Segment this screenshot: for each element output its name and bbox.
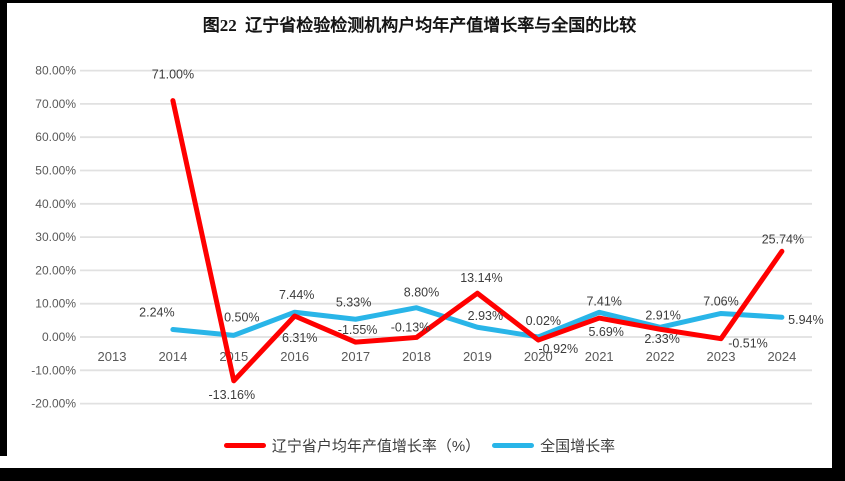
legend-label-national: 全国增长率 (540, 437, 616, 455)
photo-border-top (0, 0, 845, 3)
series-line-national (170, 305, 785, 340)
x-axis-label: 2015 (219, 349, 248, 364)
data-label: 2.91% (645, 308, 680, 322)
data-label: 2.33% (644, 332, 679, 346)
photo-border-right (832, 0, 845, 481)
x-axis-label: 2016 (280, 349, 309, 364)
x-axis-label: 2014 (158, 349, 187, 364)
red-line-swatch-icon (223, 442, 266, 448)
data-label: -0.92% (538, 342, 578, 356)
y-tick-label: 50.00% (35, 164, 76, 178)
y-tick-label: 20.00% (35, 263, 76, 277)
x-axis-label: 2022 (646, 349, 675, 364)
y-tick-label: -10.00% (31, 363, 76, 377)
x-axis-label: 2024 (767, 349, 796, 364)
data-label: 5.69% (588, 325, 623, 339)
x-axis-label: 2020 (524, 349, 553, 364)
data-label: 7.41% (586, 294, 621, 308)
y-tick-label: 60.00% (35, 130, 76, 144)
data-label: 13.14% (460, 271, 502, 285)
blue-line-swatch-icon (492, 442, 535, 448)
data-label: 5.33% (336, 295, 371, 309)
data-label: 2.24% (139, 306, 174, 320)
legend-label-liaoning: 辽宁省户均年产值增长率（%） (271, 437, 481, 455)
data-label: 5.94% (788, 313, 823, 327)
data-label: -0.51% (728, 337, 768, 351)
y-tick-label: 40.00% (35, 197, 76, 211)
legend-item-national: 全国增长率 (492, 435, 615, 456)
y-tick-label: 10.00% (35, 297, 76, 311)
data-label: 7.44% (279, 288, 314, 302)
legend-item-liaoning: 辽宁省户均年产值增长率（%） (223, 435, 481, 456)
data-label: 0.50% (224, 310, 259, 324)
x-axis-label: 2023 (707, 349, 736, 364)
y-tick-label: 0.00% (42, 330, 76, 344)
data-label: 0.02% (526, 314, 561, 328)
chart-title: 图22 辽宁省检验检测机构户均年产值增长率与全国的比较 (202, 16, 637, 35)
x-axis-label: 2018 (402, 349, 431, 364)
photo-border-bottom (0, 468, 845, 481)
series-line-liaoning (170, 98, 785, 384)
y-tick-label: 30.00% (35, 230, 76, 244)
data-label: -1.55% (338, 323, 378, 337)
x-axis-label: 2013 (98, 349, 127, 364)
legend: 辽宁省户均年产值增长率（%） 全国增长率 (7, 434, 832, 456)
data-label: 6.31% (282, 331, 317, 345)
data-label: -0.13% (391, 320, 431, 334)
x-axis-label: 2019 (463, 349, 492, 364)
data-label: 2.93% (468, 309, 503, 323)
y-tick-label: -20.00% (31, 397, 76, 411)
x-axis-label: 2021 (585, 349, 614, 364)
data-label: -13.16% (209, 388, 256, 402)
data-label: 8.80% (404, 286, 439, 300)
x-axis-label: 2017 (341, 349, 370, 364)
photo-border-left (0, 0, 7, 456)
y-tick-label: 80.00% (35, 64, 76, 78)
data-label: 25.74% (762, 232, 804, 246)
data-label: 7.06% (703, 294, 738, 308)
y-tick-label: 70.00% (35, 97, 76, 111)
data-label: 71.00% (152, 68, 194, 82)
